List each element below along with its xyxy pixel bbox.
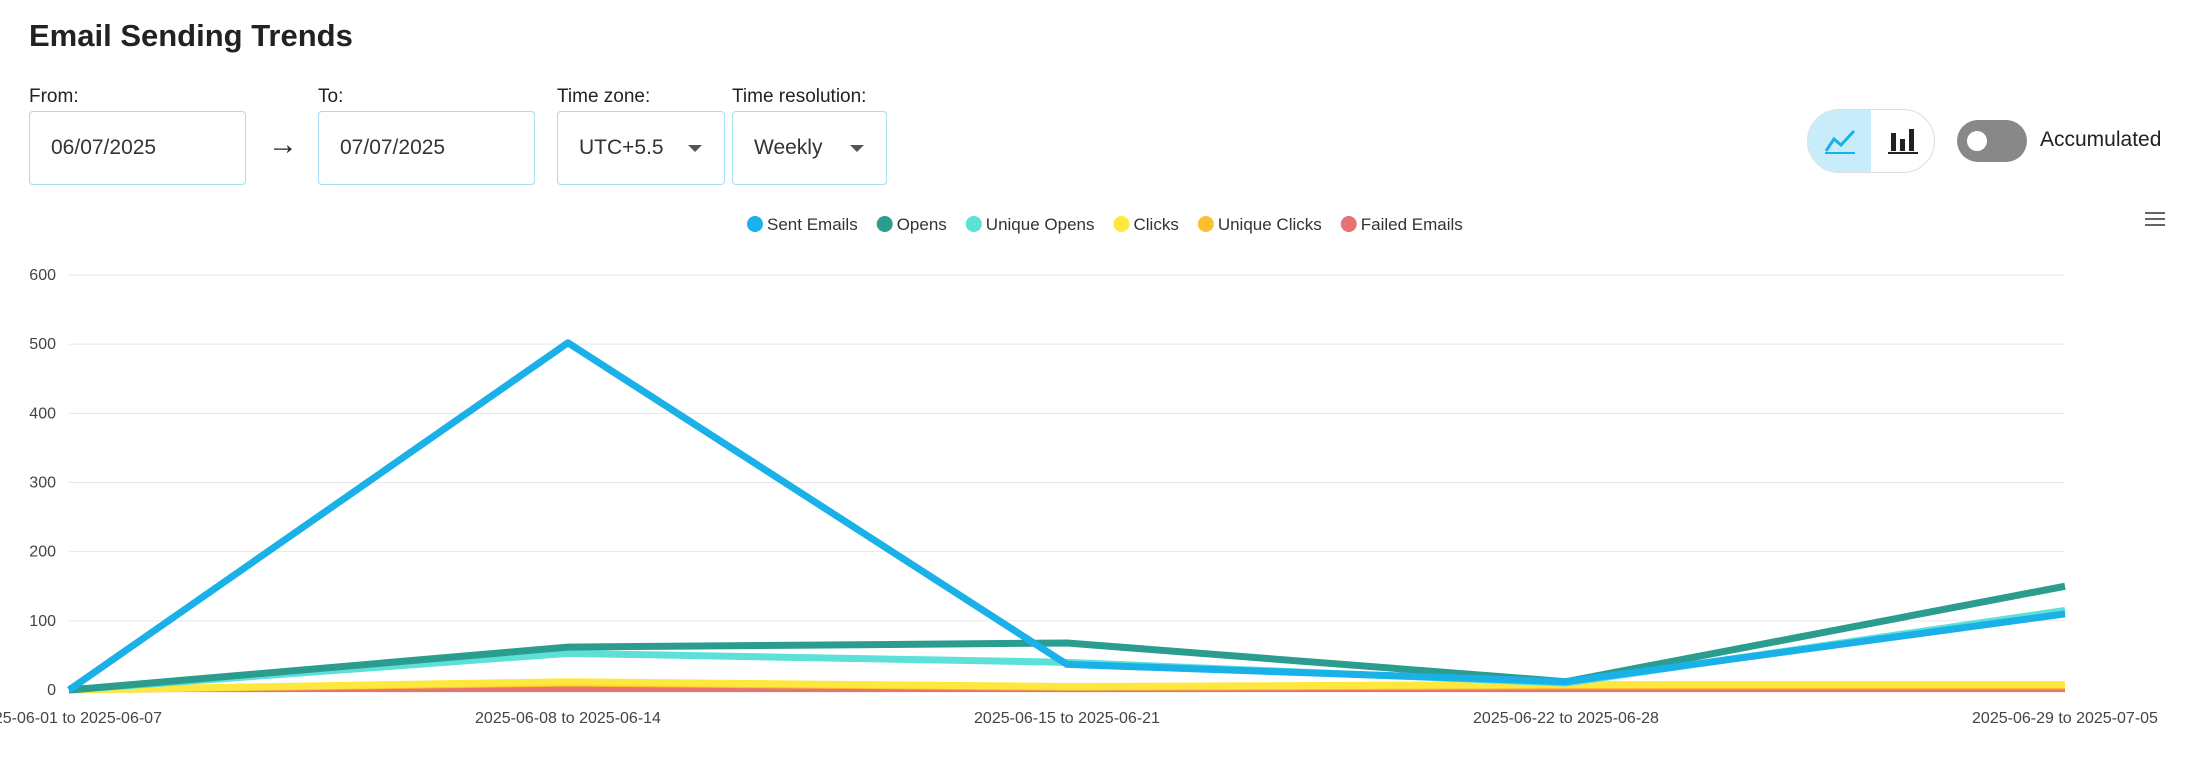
legend-label: Failed Emails: [1361, 215, 1463, 234]
y-tick-label: 0: [47, 682, 56, 699]
y-tick-label: 400: [29, 405, 56, 422]
legend-label: Unique Opens: [986, 215, 1095, 234]
line-icon: [1824, 129, 1855, 154]
x-tick-label: 2025-06-01 to 2025-06-07: [0, 710, 162, 727]
timezone-value: UTC+5.5: [579, 136, 664, 159]
bar-icon: [1887, 129, 1918, 154]
series-line: [68, 678, 2065, 694]
line-chart-button[interactable]: [1808, 110, 1871, 172]
to-input[interactable]: 07/07/2025: [318, 111, 535, 185]
chart-type-toggle: [1807, 109, 1935, 173]
legend-label: Opens: [897, 215, 947, 234]
x-tick-label: 2025-06-29 to 2025-07-05: [1972, 710, 2158, 727]
arrow: →: [268, 128, 298, 161]
caret: [850, 145, 864, 152]
legend-marker: [1340, 216, 1357, 232]
resolution-select[interactable]: Weekly: [732, 111, 887, 185]
menu-icon[interactable]: [2145, 212, 2165, 226]
x-tick-label: 2025-06-15 to 2025-06-21: [974, 710, 1160, 727]
y-tick-label: 300: [29, 475, 56, 492]
y-tick-label: 100: [29, 613, 56, 630]
series-line: [68, 606, 2066, 694]
legend-marker: [1113, 216, 1130, 232]
resolution-label: Time resolution:: [732, 86, 867, 107]
legend-label: Unique Clicks: [1218, 215, 1322, 234]
y-tick-label: 500: [29, 336, 56, 353]
accumulated-switch[interactable]: [1957, 120, 2027, 162]
timezone-select[interactable]: UTC+5.5: [557, 111, 725, 185]
timezone-label: Time zone:: [557, 86, 651, 107]
y-tick-label: 200: [29, 544, 56, 561]
legend-marker: [1197, 216, 1214, 232]
from-input[interactable]: 06/07/2025: [29, 111, 246, 185]
legend-marker: [876, 216, 893, 232]
legend-marker: [747, 216, 763, 232]
bar-chart-button[interactable]: [1871, 110, 1934, 172]
x-tick-label: 2025-06-08 to 2025-06-14: [475, 710, 661, 727]
legend-marker: [965, 216, 982, 232]
from-label: From:: [29, 86, 79, 107]
page-title: Email Sending Trends: [29, 18, 353, 53]
to-label: To:: [318, 86, 344, 107]
y-tick-label: 600: [29, 267, 56, 284]
legend-label: Sent Emails: [767, 215, 858, 234]
x-tick-label: 2025-06-22 to 2025-06-28: [1473, 710, 1659, 727]
resolution-value: Weekly: [754, 136, 823, 159]
legend-label: Clicks: [1133, 215, 1178, 234]
series-line: [67, 339, 2066, 693]
caret: [688, 145, 702, 152]
series-line: [68, 582, 2066, 694]
accumulated-label: Accumulated: [2040, 128, 2162, 151]
